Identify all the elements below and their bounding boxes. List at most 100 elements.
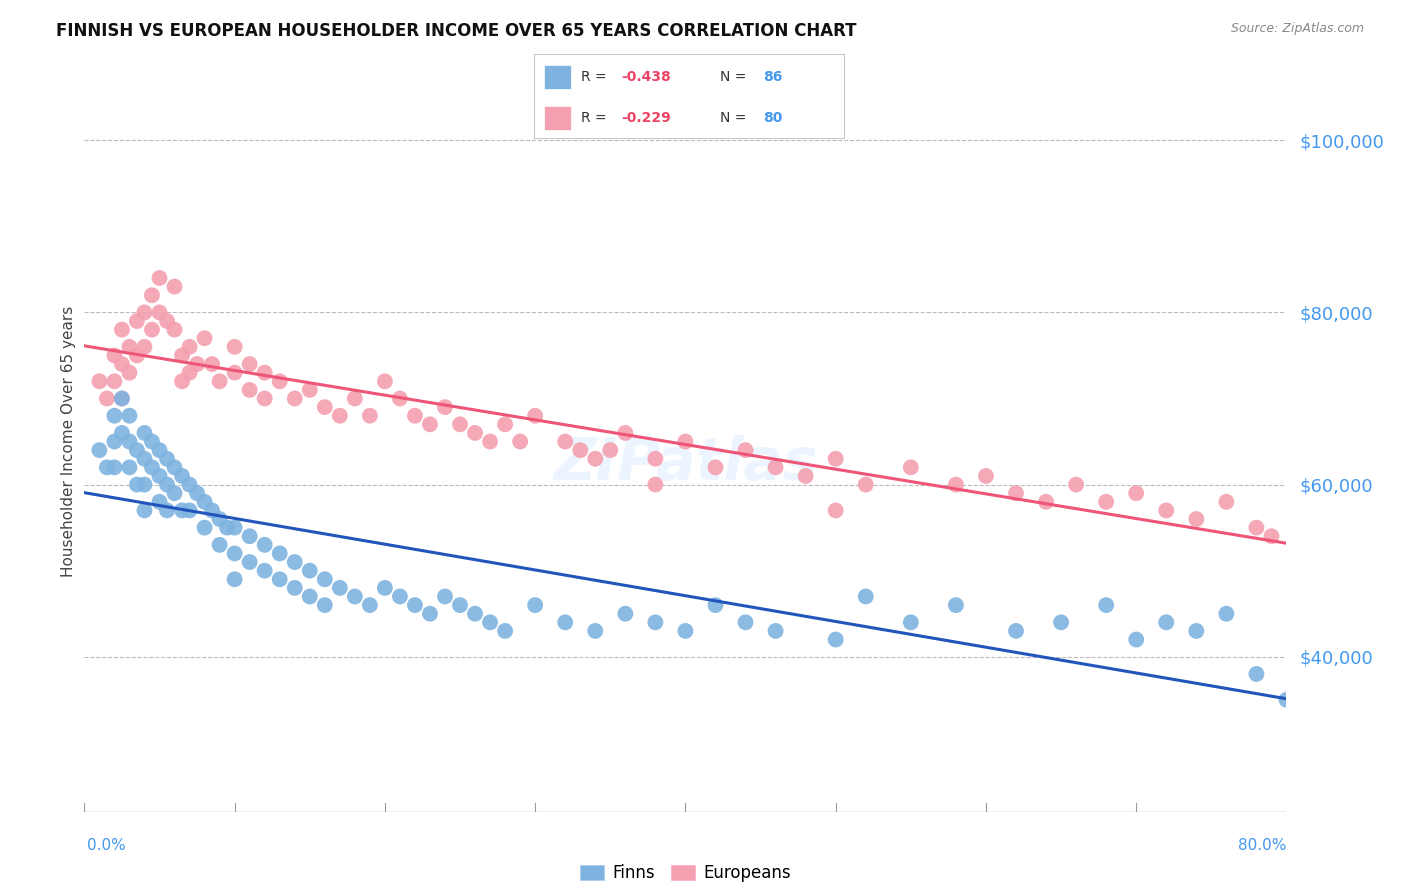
Point bbox=[343, 590, 366, 604]
Point bbox=[208, 374, 231, 388]
Text: 80.0%: 80.0% bbox=[1239, 838, 1286, 853]
Point bbox=[343, 392, 366, 406]
Point bbox=[148, 305, 170, 319]
Point bbox=[900, 615, 922, 630]
Point bbox=[569, 443, 592, 458]
Point bbox=[224, 546, 246, 560]
Point bbox=[374, 374, 396, 388]
Point bbox=[554, 434, 576, 449]
Point bbox=[111, 392, 134, 406]
Point bbox=[404, 409, 426, 423]
Point bbox=[156, 477, 179, 491]
Point bbox=[479, 434, 502, 449]
Point bbox=[494, 417, 516, 432]
Point bbox=[298, 383, 321, 397]
Point bbox=[239, 357, 262, 371]
Point bbox=[675, 624, 697, 638]
Point bbox=[388, 392, 411, 406]
Point bbox=[201, 357, 224, 371]
Point bbox=[111, 392, 134, 406]
Point bbox=[524, 409, 547, 423]
Text: R =: R = bbox=[581, 70, 610, 84]
Point bbox=[359, 409, 381, 423]
Point bbox=[134, 503, 156, 517]
Point bbox=[298, 590, 321, 604]
Point bbox=[704, 598, 727, 612]
Point bbox=[103, 434, 125, 449]
Point bbox=[524, 598, 547, 612]
Point bbox=[134, 477, 156, 491]
Point bbox=[1005, 624, 1028, 638]
Point bbox=[329, 581, 352, 595]
Point bbox=[494, 624, 516, 638]
Point bbox=[194, 495, 217, 509]
Point bbox=[148, 469, 170, 483]
Point bbox=[855, 477, 877, 491]
Point bbox=[314, 598, 336, 612]
Point bbox=[765, 624, 787, 638]
Point bbox=[253, 538, 276, 552]
Point bbox=[163, 486, 186, 500]
Point bbox=[179, 340, 201, 354]
Point bbox=[388, 590, 411, 604]
Point bbox=[734, 615, 756, 630]
Point bbox=[824, 451, 846, 466]
Point bbox=[599, 443, 621, 458]
Point bbox=[1260, 529, 1282, 543]
Point bbox=[583, 451, 606, 466]
Point bbox=[224, 572, 246, 586]
Text: -0.229: -0.229 bbox=[621, 111, 671, 125]
Point bbox=[419, 417, 441, 432]
Point bbox=[1125, 486, 1147, 500]
Point bbox=[156, 451, 179, 466]
Point bbox=[118, 434, 141, 449]
Bar bbox=[544, 106, 571, 130]
Point bbox=[96, 392, 118, 406]
Point bbox=[359, 598, 381, 612]
Point bbox=[239, 529, 262, 543]
Point bbox=[1156, 503, 1178, 517]
Point bbox=[284, 581, 307, 595]
Point bbox=[1275, 693, 1298, 707]
Point bbox=[1125, 632, 1147, 647]
Point bbox=[111, 323, 134, 337]
Point bbox=[201, 503, 224, 517]
Text: N =: N = bbox=[720, 70, 751, 84]
Point bbox=[1064, 477, 1087, 491]
Bar bbox=[544, 65, 571, 89]
Point bbox=[554, 615, 576, 630]
Point bbox=[163, 279, 186, 293]
Point bbox=[614, 607, 637, 621]
Point bbox=[1095, 495, 1118, 509]
Point bbox=[765, 460, 787, 475]
Point bbox=[170, 503, 193, 517]
Point bbox=[945, 477, 967, 491]
Text: R =: R = bbox=[581, 111, 610, 125]
Point bbox=[170, 374, 193, 388]
Point bbox=[1246, 521, 1268, 535]
Point bbox=[170, 348, 193, 362]
Point bbox=[974, 469, 997, 483]
Point bbox=[141, 288, 163, 302]
Point bbox=[194, 521, 217, 535]
Point bbox=[96, 460, 118, 475]
Legend: Finns, Europeans: Finns, Europeans bbox=[574, 857, 797, 888]
Text: ZIPatlas: ZIPatlas bbox=[553, 435, 818, 492]
Point bbox=[1185, 512, 1208, 526]
Point bbox=[134, 340, 156, 354]
Point bbox=[103, 460, 125, 475]
Point bbox=[179, 503, 201, 517]
Point bbox=[284, 555, 307, 569]
Point bbox=[118, 460, 141, 475]
Point bbox=[434, 590, 457, 604]
Point bbox=[1095, 598, 1118, 612]
Point bbox=[111, 357, 134, 371]
Text: 86: 86 bbox=[763, 70, 783, 84]
Point bbox=[125, 443, 148, 458]
Point bbox=[419, 607, 441, 621]
Point bbox=[118, 409, 141, 423]
Point bbox=[284, 392, 307, 406]
Point bbox=[156, 314, 179, 328]
Text: Source: ZipAtlas.com: Source: ZipAtlas.com bbox=[1230, 22, 1364, 36]
Text: FINNISH VS EUROPEAN HOUSEHOLDER INCOME OVER 65 YEARS CORRELATION CHART: FINNISH VS EUROPEAN HOUSEHOLDER INCOME O… bbox=[56, 22, 856, 40]
